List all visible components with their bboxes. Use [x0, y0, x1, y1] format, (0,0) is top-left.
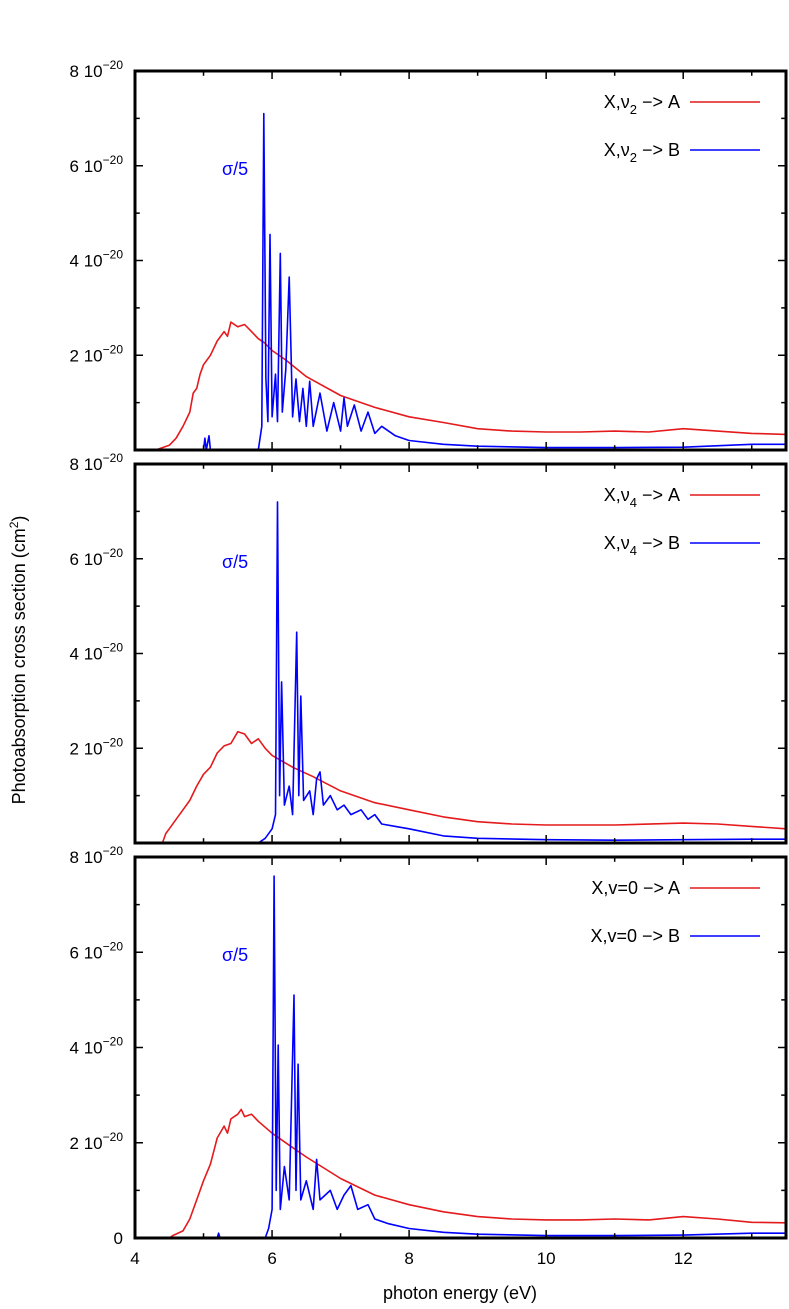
y-tick-label: 8 10−20: [70, 58, 124, 81]
legend-entry-label: X,ν4 −> B: [604, 533, 680, 558]
panel-bottom: 0 2 10−20 4 10−20 6 10−20 8 10−20 σ/5 X,v=0 −>…: [70, 844, 788, 1268]
y-tick-label: 4 10−20: [70, 1035, 124, 1058]
series-line-a: [135, 1108, 787, 1239]
x-tick-label: 8: [404, 1249, 413, 1268]
y-tick-label: 6 10−20: [70, 939, 124, 962]
x-axis-label: photon energy (eV): [383, 1283, 537, 1303]
x-tick-label: 10: [537, 1249, 556, 1268]
y-axis-label-superscript: 2: [7, 521, 21, 528]
y-tick-label: 6 10−20: [70, 153, 124, 176]
y-tick-label: 2 10−20: [70, 342, 124, 365]
legend-entry-label: X,ν2 −> B: [604, 140, 680, 165]
plot-frame: [133, 69, 788, 452]
y-tick-label: 8 10−20: [70, 844, 124, 867]
series-line-a: [135, 321, 787, 451]
series-line-b: [135, 501, 786, 844]
legend-entry-label: X,v=0 −> B: [590, 926, 680, 946]
plot-frame: [133, 855, 788, 1240]
sigma-annotation: σ/5: [222, 945, 248, 965]
y-tick-label: 4 10−20: [70, 641, 124, 664]
y-tick-label: 8 10−20: [70, 451, 124, 474]
y-tick-label: 2 10−20: [70, 735, 124, 758]
series-line-a: [135, 730, 787, 844]
sigma-annotation: σ/5: [222, 552, 248, 572]
y-tick-label: 2 10−20: [70, 1130, 124, 1153]
y-tick-label: 6 10−20: [70, 546, 124, 569]
x-tick-label: 4: [130, 1249, 139, 1268]
panel-top: 2 10−20 4 10−20 6 10−20 8 10−20 σ/5 X,ν2 −> A…: [70, 58, 788, 452]
legend-entry-label: X,ν4 −> A: [604, 485, 680, 510]
panel-middle: 2 10−20 4 10−20 6 10−20 8 10−20 σ/5 X,ν4 −> A…: [70, 451, 788, 845]
x-tick-label: 6: [267, 1249, 276, 1268]
x-tick-label: 12: [674, 1249, 693, 1268]
legend-entry-label: X,ν2 −> A: [604, 92, 680, 117]
legend-entry-label: X,v=0 −> A: [591, 878, 680, 898]
panels: 2 10−20 4 10−20 6 10−20 8 10−20 σ/5 X,ν2 −> A…: [70, 58, 788, 1268]
y-tick-label: 4 10−20: [70, 248, 124, 271]
series-line-b: [135, 112, 786, 451]
series-line-b: [135, 875, 786, 1239]
plot-frame: [133, 462, 788, 845]
y-tick-label: 0: [114, 1229, 123, 1248]
sigma-annotation: σ/5: [222, 159, 248, 179]
y-axis-label: Photoabsorption cross section (cm2): [7, 516, 29, 805]
